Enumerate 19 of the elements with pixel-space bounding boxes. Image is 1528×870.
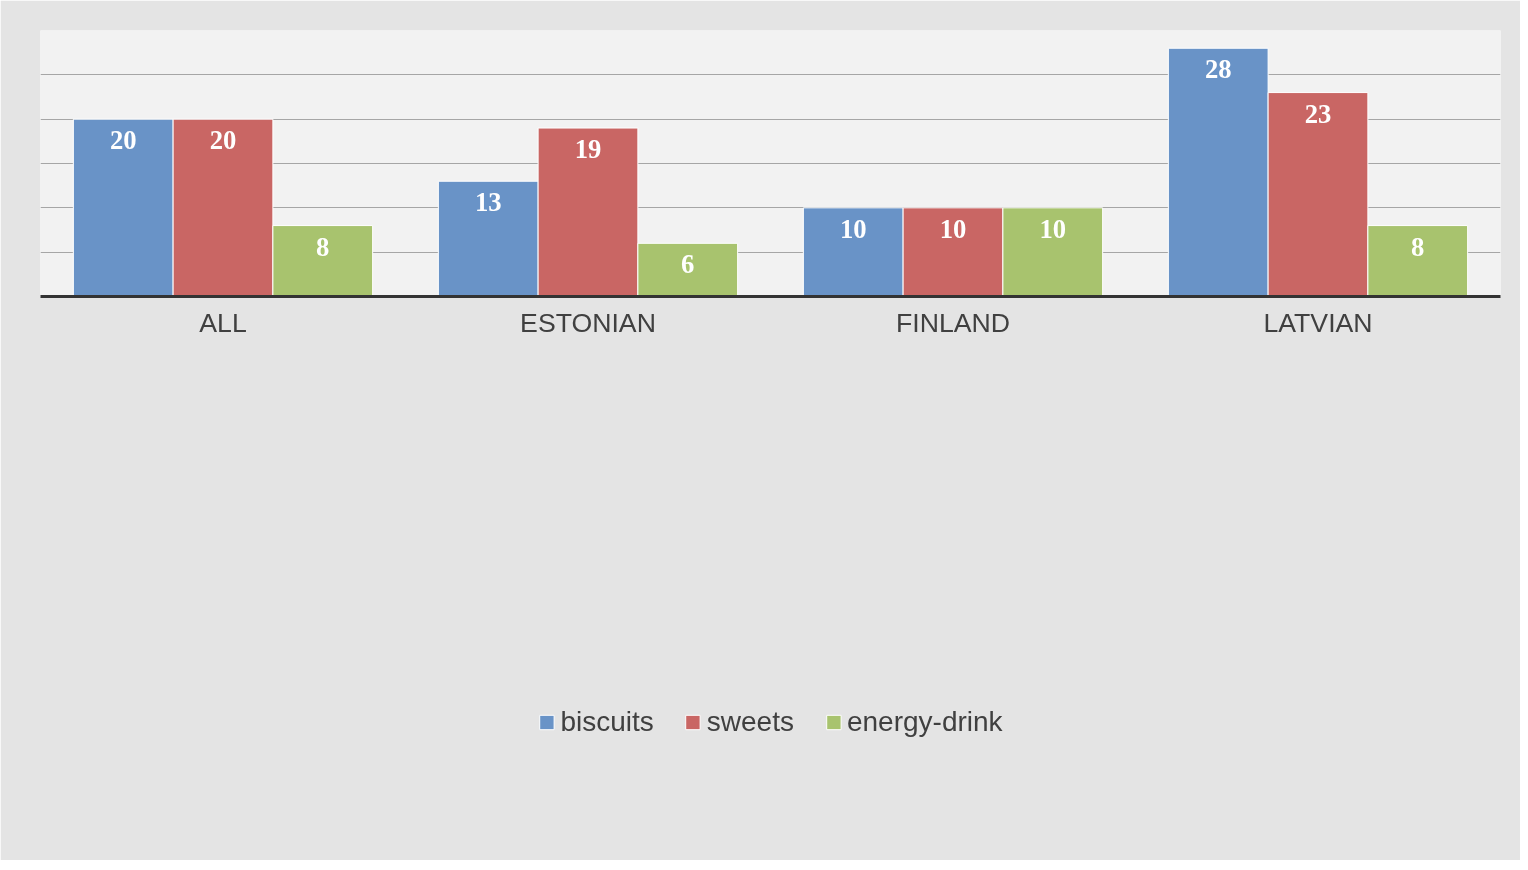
data-label: 10 [939,213,967,244]
legend-label: biscuits [560,706,654,738]
x-tick-label: FINLAND [895,307,1011,338]
data-label: 19 [574,134,602,165]
x-tick-label: ALL [199,307,247,338]
data-label: 10 [839,213,867,244]
data-label: 20 [109,125,137,156]
legend-label: energy-drink [846,706,1003,738]
data-label: 13 [474,187,502,218]
data-label: 28 [1204,54,1232,85]
x-tick-label: LATVIAN [1263,307,1373,338]
data-label: 23 [1304,98,1332,129]
data-label: 10 [1039,213,1067,244]
data-label: 6 [681,249,695,280]
data-label: 20 [209,125,237,156]
legend-label: sweets [706,706,794,738]
data-label: 8 [316,231,330,262]
data-label: 8 [1411,231,1425,262]
x-tick-label: ESTONIAN [520,307,656,338]
